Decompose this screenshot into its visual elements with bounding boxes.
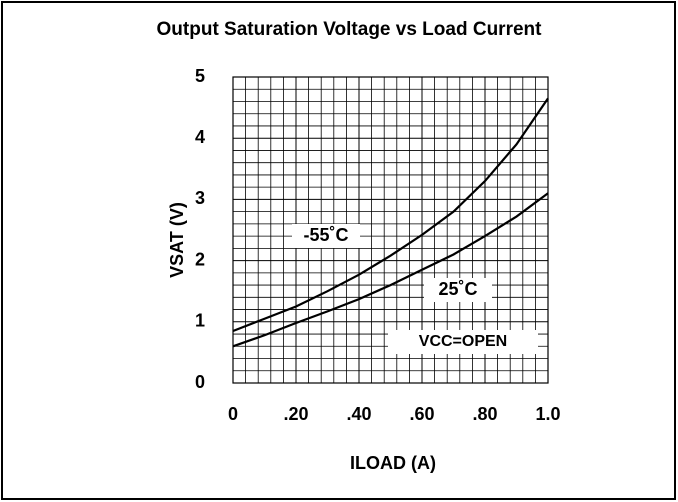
annotation: VCC=OPEN — [419, 333, 507, 350]
x-tick-label: 0 — [228, 404, 238, 424]
label-background — [388, 330, 538, 354]
label-background — [292, 224, 360, 248]
x-tick-label: .80 — [472, 404, 497, 424]
label-background — [424, 278, 492, 302]
y-axis-label: VSAT (V) — [167, 202, 187, 278]
y-tick-label: 0 — [195, 372, 205, 392]
x-tick-label: .60 — [409, 404, 434, 424]
x-tick-label: .40 — [346, 404, 371, 424]
line — [232, 97, 549, 333]
x-tick-label: 1.0 — [535, 404, 560, 424]
plot-border — [232, 76, 549, 384]
chart-title: Output Saturation Voltage vs Load Curren… — [157, 19, 543, 40]
x-tick-label: .20 — [283, 404, 308, 424]
y-tick-label: 5 — [195, 66, 205, 86]
y-tick-label: 3 — [195, 188, 205, 208]
y-tick-label: 2 — [195, 249, 205, 269]
series-label: -55˚C — [303, 225, 348, 245]
y-tick-label: 4 — [195, 127, 205, 147]
y-tick-label: 1 — [195, 311, 205, 331]
x-axis-label: ILOAD (A) — [350, 453, 436, 473]
line — [232, 192, 549, 348]
series-label: 25˚C — [438, 279, 477, 299]
